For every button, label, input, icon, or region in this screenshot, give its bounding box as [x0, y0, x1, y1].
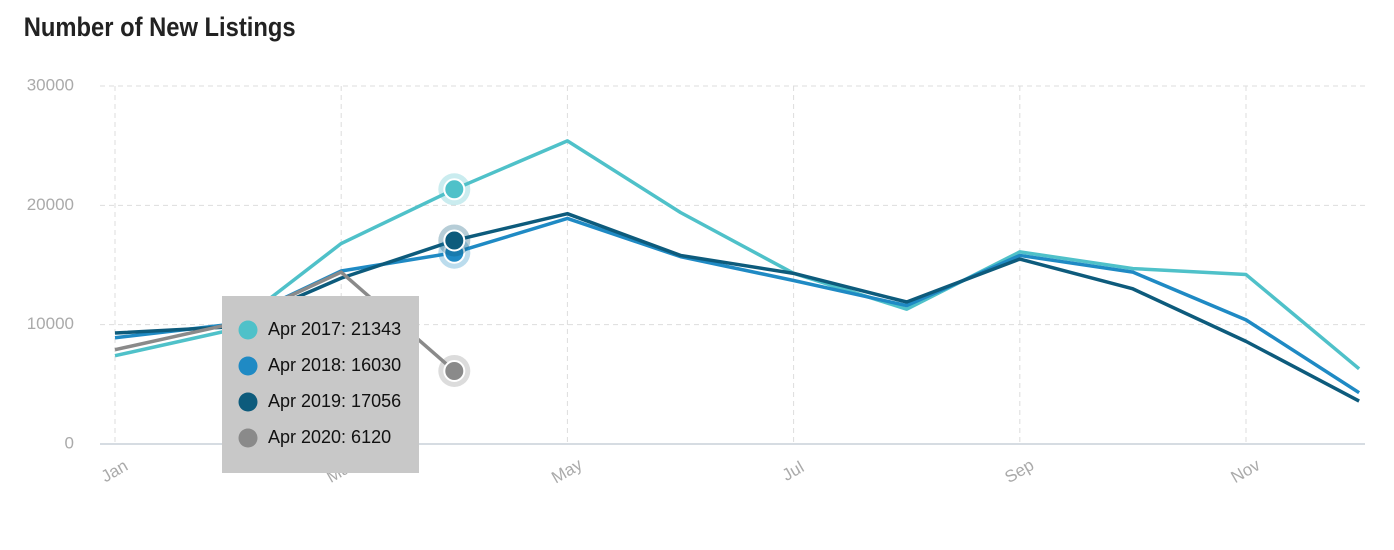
x-tick-label: Jul	[779, 457, 807, 484]
series-line	[114, 139, 1361, 371]
tooltip-swatch	[238, 356, 258, 376]
tooltip-swatch	[238, 320, 258, 340]
y-tick-label: 30000	[27, 75, 74, 94]
x-tick-label: May	[548, 455, 586, 488]
chart-title: Number of New Listings	[24, 13, 296, 43]
y-tick-label: 10000	[27, 314, 74, 333]
tooltip-label: Apr 2019: 17056	[268, 391, 401, 411]
tooltip-label: Apr 2020: 6120	[268, 427, 391, 447]
hover-point	[443, 229, 466, 252]
x-tick-label: Jan	[98, 456, 131, 486]
series-line	[114, 211, 1360, 403]
tooltip-label: Apr 2018: 16030	[268, 355, 401, 375]
x-tick-label: Sep	[1001, 455, 1037, 487]
y-tick-label: 0	[65, 433, 74, 452]
tooltip-swatch	[238, 428, 258, 448]
y-tick-label: 20000	[27, 195, 74, 214]
hover-point	[443, 178, 466, 201]
tooltip: Apr 2017: 21343 Apr 2018: 16030 Apr 2019: …	[222, 296, 419, 473]
x-tick-label: Nov	[1228, 455, 1264, 487]
tooltip-label: Apr 2017: 21343	[268, 319, 401, 339]
tooltip-swatch	[238, 392, 258, 412]
hover-point	[443, 359, 466, 382]
lines	[114, 139, 1361, 403]
